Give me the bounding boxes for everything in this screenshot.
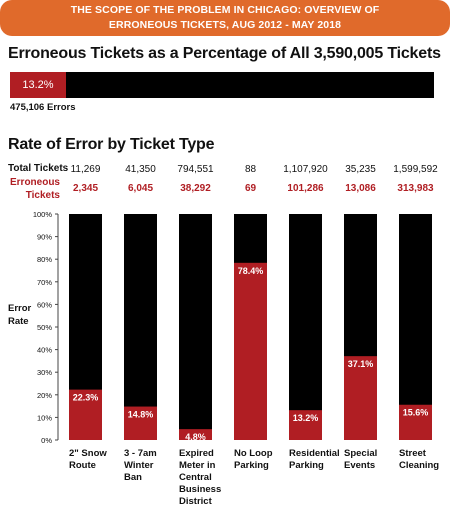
bar-total [124,214,157,440]
total-tickets-row-label: Total Tickets [8,163,69,174]
total-tickets-value: 794,551 [177,164,214,175]
erroneous-tickets-value: 2,345 [73,183,98,194]
category-label-line: Parking [289,460,324,471]
bar-total [179,214,212,440]
overall-error-bar: 13.2% [10,72,434,98]
erroneous-label-line-2: Tickets [25,190,60,201]
bar-value-label: 15.6% [403,408,429,418]
overall-error-fill [10,72,66,98]
bar-total [289,214,322,440]
total-tickets-value: 41,350 [125,164,156,175]
title-banner: THE SCOPE OF THE PROBLEM IN CHICAGO: OVE… [0,0,450,36]
total-tickets-value: 11,269 [71,164,101,175]
category-label-line: Ban [124,472,142,483]
bar-value-label: 13.2% [293,413,319,423]
bar-value-label: 37.1% [348,359,374,369]
erroneous-tickets-value: 101,286 [287,183,324,194]
category-label-line: Events [344,460,375,471]
category-label-line: 3 - 7am [124,448,157,459]
y-tick-label: 50% [37,323,52,332]
overall-section-title: Erroneous Tickets as a Percentage of All… [8,45,441,62]
banner-title-line-2: ERRONEOUS TICKETS, AUG 2012 - MAY 2018 [108,19,342,31]
total-tickets-value: 35,235 [345,164,376,175]
bar-error [399,404,432,440]
banner-background [0,0,450,36]
erroneous-tickets-value: 69 [245,183,257,194]
category-label-line: Parking [234,460,269,471]
bar-value-label: 78.4% [238,266,264,276]
total-tickets-value: 1,107,920 [283,164,328,175]
total-tickets-value: 88 [245,164,257,175]
erroneous-tickets-row-label: Erroneous Tickets [8,176,60,202]
bar-value-label: 4.8% [185,432,206,442]
erroneous-tickets-value: 13,086 [345,183,376,194]
category-label-line: District [179,496,213,507]
category-label-line: Cleaning [399,460,439,471]
y-tick-label: 70% [37,278,52,287]
y-axis-label-line-1: Error [8,303,32,314]
overall-percent-label: 13.2% [22,79,54,91]
y-tick-label: 60% [37,300,52,309]
y-tick-label: 90% [37,233,52,242]
y-tick-label: 40% [37,346,52,355]
banner-title: THE SCOPE OF THE PROBLEM IN CHICAGO: OVE… [0,3,450,33]
y-tick-label: 10% [37,413,52,422]
category-label-line: Winter [124,460,154,471]
y-tick-label: 30% [37,368,52,377]
banner-title-line-1: THE SCOPE OF THE PROBLEM IN CHICAGO: OVE… [70,4,380,16]
category-label-line: Central [179,472,212,483]
category-label-line: 2" Snow [69,448,107,459]
category-label-line: No Loop [234,448,273,459]
bar-error [124,406,157,440]
bar-error [179,429,212,440]
total-tickets-value: 1,599,592 [393,164,438,175]
category-label-line: Expired [179,448,214,459]
bar-error [69,389,102,440]
bar-error [289,410,322,440]
category-label-line: Street [399,448,427,459]
y-tick-label: 100% [33,210,53,219]
category-label-line: Route [69,460,96,471]
bar-error [344,356,377,440]
y-tick-label: 20% [37,391,52,400]
y-tick-label: 0% [41,436,52,445]
bar-value-label: 22.3% [73,393,99,403]
type-section-title: Rate of Error by Ticket Type [8,136,215,153]
y-axis-label-line-2: Rate [8,316,29,327]
erroneous-tickets-value: 6,045 [128,183,153,194]
category-label-line: Business [179,484,221,495]
category-label-line: Special [344,448,377,459]
overall-errors-count: 475,106 Errors [10,102,76,113]
y-tick-label: 80% [37,255,52,264]
erroneous-label-line-1: Erroneous [9,177,60,188]
category-label-line: Residential [289,448,340,459]
category-label-line: Meter in [179,460,216,471]
bar-total [399,214,432,440]
erroneous-tickets-value: 38,292 [180,183,211,194]
erroneous-tickets-value: 313,983 [397,183,434,194]
bar-error [234,262,267,440]
bar-value-label: 14.8% [128,410,154,420]
